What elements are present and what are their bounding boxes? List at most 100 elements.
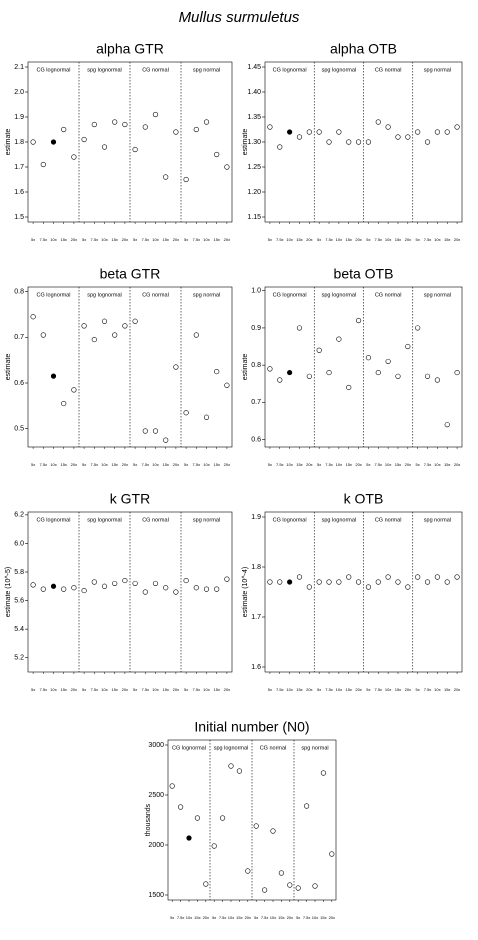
section-label: spg lognormal xyxy=(87,517,122,523)
point xyxy=(163,585,169,591)
point xyxy=(214,586,220,592)
x-tick-label: 15x xyxy=(60,687,66,692)
x-tick-label: 20x xyxy=(203,915,209,920)
x-tick-label: 7.5x xyxy=(193,462,201,467)
x-tick-label: 5x xyxy=(366,462,370,467)
x-tick-label: 20x xyxy=(355,237,361,242)
point xyxy=(355,317,362,324)
section-label: spg lognormal xyxy=(87,67,122,73)
x-tick-label: 10x xyxy=(50,462,56,467)
point xyxy=(336,579,342,585)
x-tick-label: 7.5x xyxy=(374,237,382,242)
x-tick-label: 10x xyxy=(312,915,318,920)
x-tick-label: 7.5x xyxy=(261,915,269,920)
section-label: spg normal xyxy=(424,292,451,298)
panel-title: k GTR xyxy=(110,491,150,507)
point xyxy=(277,144,283,150)
point xyxy=(444,579,450,585)
point xyxy=(267,579,273,585)
y-tick-label: 1.6 xyxy=(251,664,261,671)
point xyxy=(296,325,303,331)
x-tick-label: 15x xyxy=(111,462,117,467)
point xyxy=(405,134,411,140)
point xyxy=(336,129,342,135)
x-tick-label: 7.5x xyxy=(325,462,333,467)
point xyxy=(183,410,189,416)
point xyxy=(355,139,362,145)
x-tick-label: 20x xyxy=(224,462,230,467)
panel-title: Initial number (N0) xyxy=(194,719,309,735)
point xyxy=(152,580,159,587)
y-tick-label: 1.8 xyxy=(251,564,261,571)
point xyxy=(173,364,179,370)
point xyxy=(228,763,234,769)
point xyxy=(346,139,352,145)
point xyxy=(81,587,87,594)
point xyxy=(101,144,108,150)
point xyxy=(287,129,293,135)
y-tick-label: 0.5 xyxy=(14,426,24,433)
point xyxy=(316,579,322,585)
y-tick-label: 1.8 xyxy=(14,139,24,146)
section-label: CG normal xyxy=(142,67,169,73)
x-tick-label: 5x xyxy=(416,462,420,467)
point xyxy=(224,576,230,582)
x-tick-label: 10x xyxy=(385,462,391,467)
section-label: CG lognormal xyxy=(273,517,307,523)
point xyxy=(329,851,335,857)
y-axis-label: estimate (10^-5) xyxy=(5,567,12,617)
point xyxy=(203,119,210,125)
point xyxy=(320,770,327,776)
x-tick-label: 20x xyxy=(329,915,335,920)
point xyxy=(296,574,303,580)
x-tick-label: 15x xyxy=(345,687,351,692)
x-tick-label: 10x xyxy=(203,237,209,242)
section-label: CG lognormal xyxy=(37,517,71,523)
x-tick-label: 15x xyxy=(395,687,401,692)
x-tick-label: 5x xyxy=(31,462,35,467)
section-label: spg lognormal xyxy=(214,745,249,751)
point xyxy=(306,584,312,590)
x-tick-label: 5x xyxy=(416,687,420,692)
y-tick-label: 1.30 xyxy=(247,139,261,146)
x-tick-label: 10x xyxy=(286,237,292,242)
x-tick-label: 15x xyxy=(345,462,351,467)
point xyxy=(142,428,148,434)
y-tick-label: 0.9 xyxy=(251,325,261,332)
x-tick-label: 10x xyxy=(101,237,107,242)
y-axis-label: estimate xyxy=(5,354,12,381)
y-tick-label: 2.1 xyxy=(14,64,24,71)
y-tick-label: 5.8 xyxy=(14,569,24,576)
point xyxy=(336,336,342,342)
x-tick-label: 5x xyxy=(170,915,174,920)
point xyxy=(61,400,67,407)
point xyxy=(178,804,184,810)
point xyxy=(326,139,332,145)
point xyxy=(454,369,460,376)
x-tick-label: 10x xyxy=(434,462,440,467)
x-tick-label: 5x xyxy=(416,237,420,242)
x-tick-label: 10x xyxy=(50,687,56,692)
x-tick-label: 20x xyxy=(173,237,179,242)
point xyxy=(355,579,362,585)
x-tick-label: 10x xyxy=(270,915,276,920)
section-label: CG lognormal xyxy=(37,67,71,73)
point xyxy=(316,347,322,353)
x-tick-label: 5x xyxy=(31,687,35,692)
y-axis-label: estimate xyxy=(5,129,12,156)
section-label: spg lognormal xyxy=(322,292,357,298)
point xyxy=(296,134,303,140)
x-tick-label: 15x xyxy=(444,237,450,242)
x-tick-label: 7.5x xyxy=(142,462,150,467)
point xyxy=(444,422,450,428)
point xyxy=(375,369,381,376)
point xyxy=(287,369,293,376)
point xyxy=(287,882,293,888)
section-label: spg normal xyxy=(193,292,220,298)
x-tick-label: 20x xyxy=(405,687,411,692)
panel-title: beta OTB xyxy=(334,266,394,282)
section-label: spg normal xyxy=(424,517,451,523)
point xyxy=(112,119,118,125)
